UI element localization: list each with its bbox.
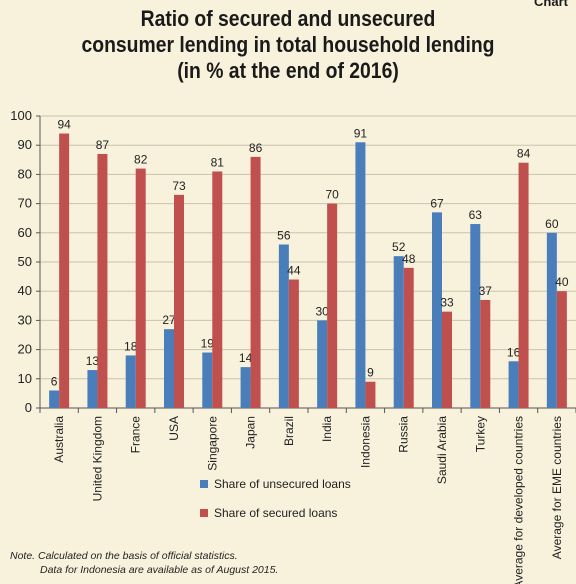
y-tick-label: 40 [18,283,32,298]
bar-unsecured [355,142,366,408]
bar-secured [365,381,376,408]
data-label: 94 [57,118,71,132]
bar-unsecured [393,256,404,408]
category-label: United Kingdom [90,416,104,501]
footnote-line-2: Data for Indonesia are available as of A… [40,564,279,576]
corner-label: Chart [534,0,568,9]
category-label: Indonesia [358,416,372,468]
bar-unsecured [240,367,251,408]
legend-label: Share of unsecured loans [214,477,351,491]
data-label: 37 [479,284,493,298]
bar-unsecured [125,355,136,408]
chart-title-line-1: Ratio of secured and unsecured [140,6,436,31]
chart-title: Ratio of secured and unsecured consumer … [35,6,542,84]
category-label: Australia [52,416,66,463]
bar-secured [480,299,491,408]
category-label: Turkey [473,416,487,452]
bar-unsecured [432,212,442,408]
data-label: 14 [239,351,253,365]
y-tick-label: 60 [18,225,32,240]
data-label: 82 [134,153,148,167]
bar-unsecured [164,329,174,408]
data-label: 60 [545,217,559,231]
data-label: 6 [51,374,58,388]
category-label: India [320,416,334,442]
data-label: 9 [367,366,374,380]
legend-swatch [200,480,208,488]
y-tick-label: 90 [18,137,32,152]
bar-unsecured [202,352,213,408]
bar-secured [212,171,223,408]
data-label: 27 [162,313,176,327]
footnote-line-1: Note. Calculated on the basis of officia… [10,550,238,562]
chart-title-line-3: (in % at the end of 2016) [177,58,399,83]
y-tick-label: 0 [25,400,32,415]
data-label: 40 [555,275,569,289]
data-label: 63 [469,208,483,222]
y-tick-label: 20 [18,342,32,357]
chart-title-line-2: consumer lending in total household lend… [81,32,495,57]
y-tick-label: 70 [18,196,32,211]
data-label: 52 [392,240,406,254]
bar-unsecured [87,370,98,408]
data-label: 70 [325,188,339,202]
category-label: Brazil [282,416,296,446]
bar-secured [403,267,414,408]
category-label: Japan [244,416,258,449]
category-label: Russia [397,416,411,453]
bar-secured [174,194,184,408]
y-tick-label: 80 [18,166,32,181]
data-label: 30 [315,304,329,318]
bar-secured [59,133,70,408]
data-label: 91 [354,126,368,140]
bar-secured [250,156,261,408]
category-label: France [129,416,143,454]
category-label: Saudi Arabia [435,416,449,484]
bar-secured [97,153,108,408]
footnote: Note. Calculated on the basis of officia… [10,549,278,577]
data-label: 18 [124,339,138,353]
bar-unsecured [508,361,519,408]
data-label: 73 [172,179,186,193]
bar-secured [288,279,299,408]
data-label: 16 [507,345,521,359]
category-label: Average for EME countries [550,416,564,559]
y-tick-label: 100 [10,108,32,123]
data-label: 81 [211,155,225,169]
bar-secured [556,291,567,408]
data-label: 33 [440,296,454,310]
y-tick-label: 30 [18,312,32,327]
bar-secured [442,311,452,408]
y-tick-label: 10 [18,371,32,386]
data-label: 87 [96,138,110,152]
data-label: 84 [517,147,531,161]
data-label: 86 [249,141,263,155]
bar-secured [518,162,529,408]
bar-unsecured [278,244,289,408]
category-label: Average for developed countries [512,416,526,584]
bar-unsecured [546,232,557,408]
bar-secured [135,168,146,408]
data-label: 44 [287,264,301,278]
y-tick-label: 50 [18,254,32,269]
data-label: 48 [402,252,416,266]
bar-unsecured [317,320,328,408]
data-label: 13 [86,354,100,368]
data-label: 67 [430,196,444,210]
bar-unsecured [49,390,60,408]
legend-label: Share of secured loans [214,506,337,520]
category-label: Singapore [205,416,219,471]
category-label: USA [167,416,181,441]
bar-secured [327,203,338,408]
data-label: 56 [277,228,291,242]
data-label: 19 [201,337,215,351]
bar-unsecured [470,224,481,408]
legend-swatch [200,509,208,517]
